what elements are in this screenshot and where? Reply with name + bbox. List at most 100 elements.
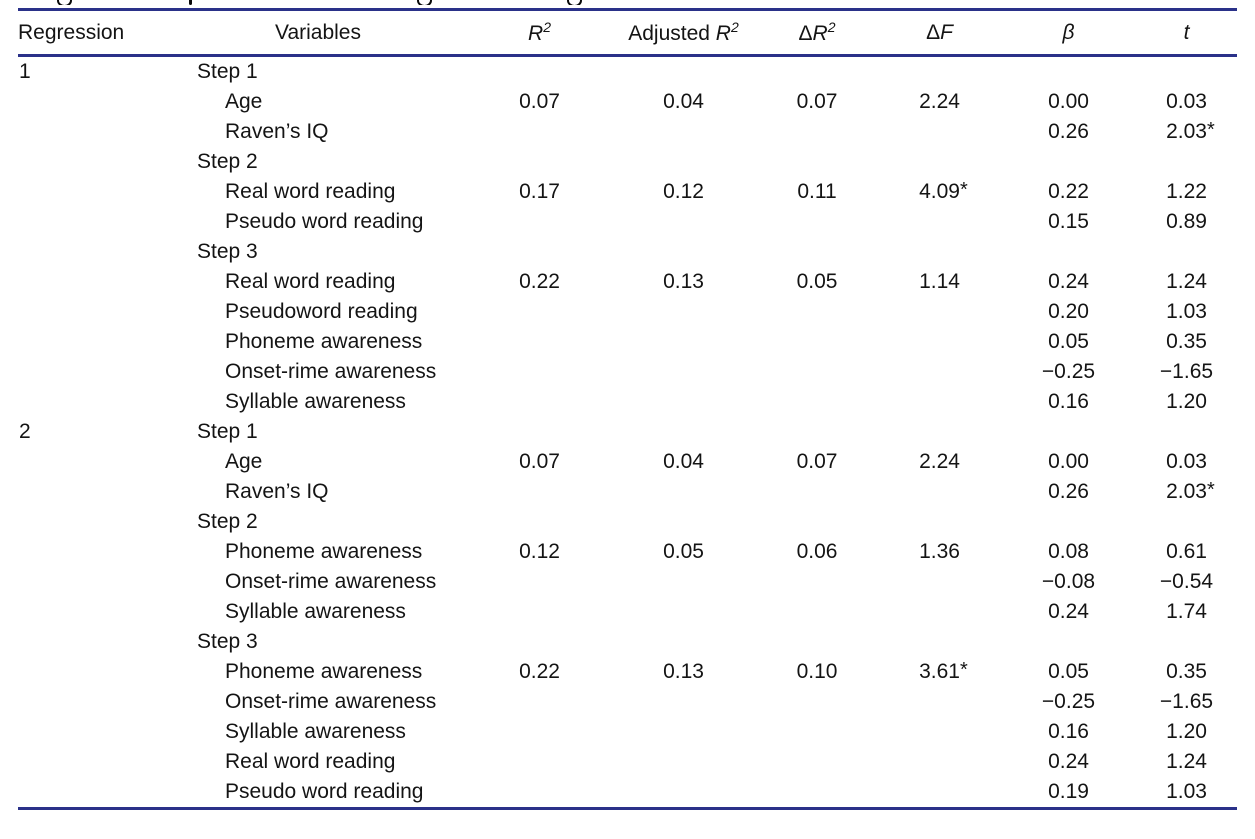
table-row: Phoneme awareness 0.12 0.05 0.06 1.36 0.08 0.6… (18, 537, 1237, 567)
cell-delta_r2 (756, 147, 878, 177)
cell-variable: Phoneme awareness (225, 330, 423, 353)
cell-r2 (468, 237, 611, 267)
cell-t: 1.20 (1166, 390, 1207, 413)
cell-delta_r2 (756, 567, 878, 597)
cell-adj_r2 (611, 717, 756, 747)
cell-variable: Step 1 (197, 420, 258, 443)
cell-regression (18, 87, 168, 117)
table-row: Step 2 (18, 147, 1237, 177)
column-header-regression: Regression (18, 9, 168, 57)
cell-delta_f (878, 507, 1001, 537)
cell-t: 0.03 (1166, 90, 1207, 113)
cell-delta_f (878, 717, 1001, 747)
cell-variable: Phoneme awareness (225, 540, 423, 563)
cell-r2 (468, 147, 611, 177)
cell-adj_r2 (611, 747, 756, 777)
cell-beta: 0.20 (1048, 300, 1089, 323)
cell-delta_r2: 0.05 (796, 270, 838, 293)
table-row: Pseudo word reading 0.15 0.89 (18, 207, 1237, 237)
cell-r2 (468, 747, 611, 777)
cell-delta_f (878, 627, 1001, 657)
cell-delta_f (878, 387, 1001, 417)
cell-variable: Raven’s IQ (225, 480, 329, 503)
cell-adj_r2 (611, 117, 756, 147)
cell-regression (18, 297, 168, 327)
cell-beta (1001, 147, 1136, 177)
significance-asterisk: * (1206, 479, 1215, 501)
cell-beta: 0.19 (1048, 780, 1089, 803)
cell-regression (18, 777, 168, 809)
cell-beta: 0.24 (1048, 600, 1089, 623)
cell-beta: 0.05 (1048, 330, 1089, 353)
cell-regression (18, 237, 168, 267)
table-header-row: Regression Variables R2 Adjusted R2 ΔR2 ΔF β t (18, 9, 1237, 57)
cell-delta_f: 4.09 * (878, 177, 1001, 207)
table-row: Phoneme awareness 0.22 0.13 0.10 3.61 * 0.05 0.… (18, 657, 1237, 687)
cell-adj_r2 (611, 687, 756, 717)
cell-delta_f (878, 417, 1001, 447)
cell-delta_r2: 0.10 (796, 660, 838, 683)
column-header-delta_f: ΔF (878, 9, 1001, 57)
cell-r2: 0.12 (519, 540, 560, 563)
cell-delta_r2: 0.06 (796, 540, 838, 563)
table-row: Onset-rime awareness −0.25 −1.65 (18, 687, 1237, 717)
cell-beta: 0.26 (1048, 480, 1089, 503)
cell-delta_f (878, 477, 1001, 507)
cell-delta_f (878, 597, 1001, 627)
cell-beta (1001, 56, 1136, 88)
cell-beta: 0.05 (1048, 660, 1089, 683)
cell-t (1136, 627, 1237, 657)
cell-adj_r2: 0.04 (663, 90, 704, 113)
cell-t: 2.03 * (1136, 477, 1237, 507)
cell-delta_f: 3.61 * (878, 657, 1001, 687)
cell-regression (18, 267, 168, 297)
cell-delta_f (878, 237, 1001, 267)
table-row: Step 2 (18, 507, 1237, 537)
cell-t: 1.24 (1166, 270, 1207, 293)
column-header-beta: β (1001, 9, 1136, 57)
table-row: Age 0.07 0.04 0.07 2.24 0.00 0.03 (18, 87, 1237, 117)
table-row: Pseudoword reading 0.20 1.03 (18, 297, 1237, 327)
cell-delta_r2 (756, 597, 878, 627)
cell-variable: Step 1 (197, 60, 258, 83)
cell-regression (18, 357, 168, 387)
column-header-variables: Variables (168, 9, 468, 57)
cell-delta_f (878, 297, 1001, 327)
cell-delta_f: 2.24 (919, 450, 960, 473)
cell-adj_r2 (611, 777, 756, 809)
table-row: Syllable awareness 0.24 1.74 (18, 597, 1237, 627)
cell-delta_r2 (756, 477, 878, 507)
table-row: Pseudo word reading 0.19 1.03 (18, 777, 1237, 809)
table-row: Syllable awareness 0.16 1.20 (18, 387, 1237, 417)
table-row: Phoneme awareness 0.05 0.35 (18, 327, 1237, 357)
cell-adj_r2 (611, 387, 756, 417)
cell-r2 (468, 687, 611, 717)
cell-r2: 0.22 (519, 270, 560, 293)
cell-t: 0.61 (1166, 540, 1207, 563)
cell-variable: Pseudo word reading (225, 780, 424, 803)
cell-regression (18, 147, 168, 177)
cell-beta: 0.26 (1048, 120, 1089, 143)
cell-t: 0.35 (1166, 660, 1207, 683)
cell-beta (1001, 627, 1136, 657)
table-row: Real word reading 0.22 0.13 0.05 1.14 0.24 1.2… (18, 267, 1237, 297)
cell-variable: Raven’s IQ (225, 120, 329, 143)
cell-beta: 0.22 (1048, 180, 1089, 203)
cell-r2 (468, 597, 611, 627)
cell-t (1136, 417, 1237, 447)
cell-delta_r2: 0.11 (797, 180, 837, 203)
cell-r2 (468, 477, 611, 507)
cell-adj_r2: 0.05 (663, 540, 704, 563)
cell-regression (18, 447, 168, 477)
cell-delta_r2 (756, 327, 878, 357)
cell-regression (18, 477, 168, 507)
cell-t: 0.89 (1166, 210, 1207, 233)
cell-r2 (468, 297, 611, 327)
cell-delta_f: 2.24 (919, 90, 960, 113)
cell-adj_r2 (611, 297, 756, 327)
cell-delta_r2 (756, 207, 878, 237)
cell-delta_f (878, 687, 1001, 717)
cell-beta (1001, 507, 1136, 537)
cell-r2: 0.07 (519, 90, 560, 113)
cell-delta_r2 (756, 687, 878, 717)
